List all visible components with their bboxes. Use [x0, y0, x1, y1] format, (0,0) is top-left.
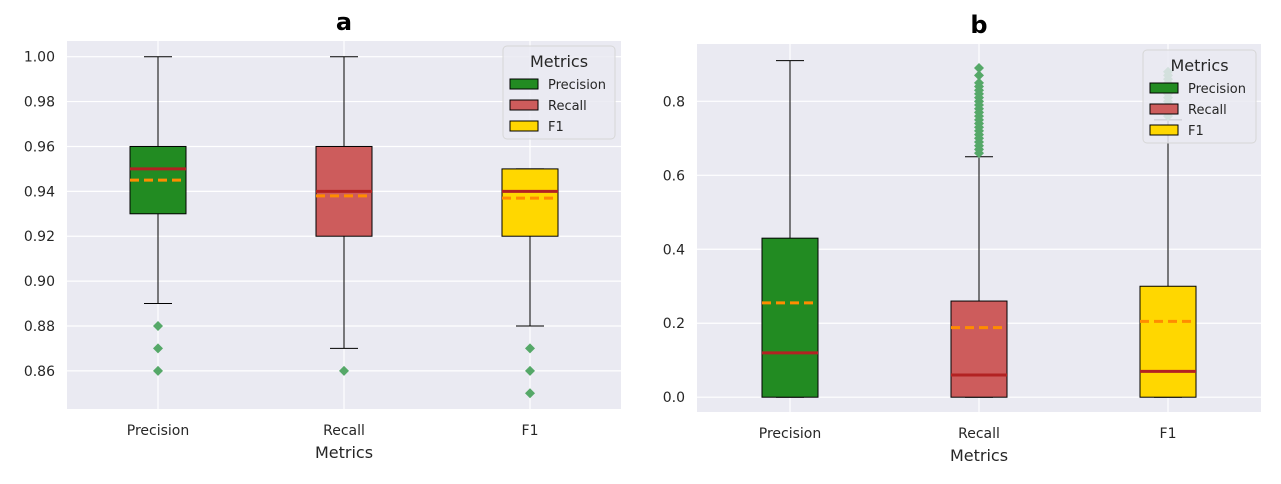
legend-entry-f1: F1	[548, 120, 564, 135]
legend-entry-recall: Recall	[1188, 103, 1227, 118]
outlier-point	[974, 70, 984, 81]
panel-a: 0.86 0.88 0.90 0.92 0.94 0.96 0.98 1.00 Precisio…	[24, 8, 621, 462]
box-recall	[315, 56, 373, 376]
y-tick-label: 0.94	[24, 184, 55, 200]
box-precision	[761, 60, 819, 398]
legend-swatch-f1	[509, 120, 539, 132]
outlier-point	[153, 343, 163, 354]
y-tick-label: 0.96	[24, 139, 55, 155]
legend-title: Metrics	[1170, 56, 1228, 75]
legend-swatch-recall	[1149, 103, 1179, 115]
outlier-point	[974, 63, 984, 74]
x-tick-label: Precision	[759, 426, 821, 442]
y-tick-label: 0.6	[663, 168, 685, 184]
y-tick-label: 0.0	[663, 390, 685, 406]
x-axis-label: Metrics	[950, 446, 1008, 465]
chart-title: b	[970, 11, 987, 39]
legend-swatch-recall	[509, 99, 539, 111]
legend-swatch-f1	[1149, 124, 1179, 136]
y-tick-label: 0.2	[663, 316, 685, 332]
outlier-point	[153, 365, 163, 376]
box-recall	[950, 63, 1008, 398]
y-tick-label: 0.98	[24, 95, 55, 111]
legend-title: Metrics	[530, 52, 588, 71]
box-precision	[129, 56, 187, 376]
outlier-point	[525, 388, 535, 399]
legend-swatch-precision	[1149, 82, 1179, 94]
x-tick-label: Recall	[323, 423, 365, 439]
y-tick-label: 0.8	[663, 94, 685, 110]
x-tick-label: F1	[522, 423, 539, 439]
y-tick-label: 0.88	[24, 319, 55, 335]
legend: Metrics Precision Recall F1	[502, 45, 616, 140]
legend-entry-precision: Precision	[1188, 82, 1246, 97]
box-iqr	[950, 300, 1008, 398]
y-tick-label: 0.92	[24, 229, 55, 245]
legend: Metrics Precision Recall F1	[1142, 49, 1257, 144]
box-f1	[501, 168, 559, 399]
x-axis-label: Metrics	[315, 443, 373, 462]
outlier-point	[525, 365, 535, 376]
legend-entry-precision: Precision	[548, 78, 606, 93]
outlier-point	[974, 77, 984, 88]
y-tick-label: 0.90	[24, 274, 55, 290]
outlier-point	[525, 343, 535, 354]
chart-title: a	[336, 8, 352, 36]
legend-swatch-precision	[509, 78, 539, 90]
legend-box	[502, 45, 616, 140]
box-iqr	[501, 168, 559, 237]
box-iqr	[1139, 285, 1197, 398]
y-tick-label: 1.00	[24, 50, 55, 66]
y-tick-label: 0.4	[663, 242, 685, 258]
legend-entry-f1: F1	[1188, 124, 1204, 139]
y-tick-label: 0.86	[24, 364, 55, 380]
x-tick-label: F1	[1160, 426, 1177, 442]
panel-b: 0.0 0.2 0.4 0.6 0.8 Precision Recall F1 Metrics b…	[663, 11, 1261, 465]
legend-box	[1142, 49, 1257, 144]
outlier-point	[153, 320, 163, 331]
box-iqr	[761, 237, 819, 398]
x-tick-label: Recall	[958, 426, 1000, 442]
legend-entry-recall: Recall	[548, 99, 587, 114]
outlier-point	[339, 365, 349, 376]
x-tick-label: Precision	[127, 423, 189, 439]
